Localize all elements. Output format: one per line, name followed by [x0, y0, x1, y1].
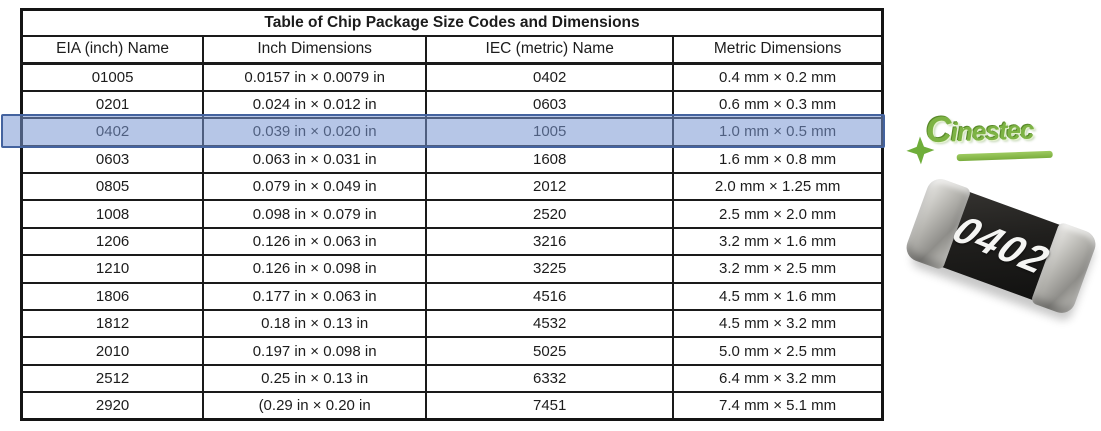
cell-iec-name: 6332	[425, 363, 675, 394]
table-title: Table of Chip Package Size Codes and Dim…	[20, 8, 884, 37]
cell-eia-name: 2512	[20, 363, 205, 394]
cell-iec-name: 2012	[425, 172, 675, 202]
cell-eia-name: 1008	[20, 199, 205, 229]
cinestec-logo: Cinestec	[909, 105, 1071, 167]
column-header-inch-dimensions: Inch Dimensions	[202, 34, 428, 65]
column-header-eia-name: EIA (inch) Name	[20, 34, 205, 65]
cell-inch-dimensions: 0.039 in × 0.020 in	[202, 117, 428, 147]
cell-metric-dimensions: 3.2 mm × 1.6 mm	[672, 226, 884, 257]
cell-inch-dimensions: 0.024 in × 0.012 in	[202, 89, 428, 120]
logo-wordmark: Cinestec	[925, 108, 1034, 151]
cell-eia-name: 01005	[20, 62, 205, 92]
table-row: 1206 0.126 in × 0.063 in 3216 3.2 mm × 1…	[20, 226, 884, 257]
table-row: 0201 0.024 in × 0.012 in 0603 0.6 mm × 0…	[20, 89, 884, 120]
cell-iec-name: 4516	[425, 281, 675, 312]
cell-eia-name: 0805	[20, 172, 205, 202]
cell-iec-name: 7451	[425, 391, 675, 421]
cell-inch-dimensions: 0.079 in × 0.049 in	[202, 172, 428, 202]
table-body: 01005 0.0157 in × 0.0079 in 0402 0.4 mm …	[20, 62, 884, 421]
cell-metric-dimensions: 1.6 mm × 0.8 mm	[672, 144, 884, 175]
logo-tagline-bar	[956, 150, 1053, 162]
cell-inch-dimensions: 0.25 in × 0.13 in	[202, 363, 428, 394]
cell-metric-dimensions: 3.2 mm × 2.5 mm	[672, 254, 884, 284]
cell-iec-name: 5025	[425, 336, 675, 366]
cell-iec-name: 3216	[425, 226, 675, 257]
cell-eia-name: 0201	[20, 89, 205, 120]
cell-metric-dimensions: 2.5 mm × 2.0 mm	[672, 199, 884, 229]
cell-eia-name: 2010	[20, 336, 205, 366]
cell-metric-dimensions: 5.0 mm × 2.5 mm	[672, 336, 884, 366]
cell-metric-dimensions: 6.4 mm × 3.2 mm	[672, 363, 884, 394]
table-row: 1210 0.126 in × 0.098 in 3225 3.2 mm × 2…	[20, 254, 884, 284]
cell-metric-dimensions: 4.5 mm × 1.6 mm	[672, 281, 884, 312]
cell-iec-name: 4532	[425, 309, 675, 339]
cell-eia-name: 1812	[20, 309, 205, 339]
chip-package-size-table: Table of Chip Package Size Codes and Dim…	[20, 8, 884, 422]
cell-inch-dimensions: (0.29 in × 0.20 in	[202, 391, 428, 421]
table-header-row: EIA (inch) Name Inch Dimensions IEC (met…	[20, 34, 884, 65]
table-row: 1812 0.18 in × 0.13 in 4532 4.5 mm × 3.2…	[20, 309, 884, 339]
cell-metric-dimensions: 0.4 mm × 0.2 mm	[672, 62, 884, 92]
cell-iec-name: 1005	[425, 117, 675, 147]
cell-eia-name: 0402	[20, 117, 205, 147]
cell-eia-name: 1206	[20, 226, 205, 257]
cell-metric-dimensions: 1.0 mm × 0.5 mm	[672, 117, 884, 147]
cell-eia-name: 0603	[20, 144, 205, 175]
cell-eia-name: 1210	[20, 254, 205, 284]
column-header-metric-dimensions: Metric Dimensions	[672, 34, 884, 65]
cell-iec-name: 1608	[425, 144, 675, 175]
table-title-row: Table of Chip Package Size Codes and Dim…	[20, 8, 884, 37]
cell-eia-name: 2920	[20, 391, 205, 421]
column-header-iec-name: IEC (metric) Name	[425, 34, 675, 65]
cell-eia-name: 1806	[20, 281, 205, 312]
cell-metric-dimensions: 2.0 mm × 1.25 mm	[672, 172, 884, 202]
chip-resistor-photo: 0402	[902, 175, 1100, 317]
table-row: 1806 0.177 in × 0.063 in 4516 4.5 mm × 1…	[20, 281, 884, 312]
cell-inch-dimensions: 0.197 in × 0.098 in	[202, 336, 428, 366]
cell-iec-name: 0603	[425, 89, 675, 120]
table-row: 1008 0.098 in × 0.079 in 2520 2.5 mm × 2…	[20, 199, 884, 229]
table-row: 0805 0.079 in × 0.049 in 2012 2.0 mm × 1…	[20, 172, 884, 202]
cell-inch-dimensions: 0.0157 in × 0.0079 in	[202, 62, 428, 92]
cell-inch-dimensions: 0.126 in × 0.098 in	[202, 254, 428, 284]
cell-inch-dimensions: 0.18 in × 0.13 in	[202, 309, 428, 339]
cell-iec-name: 3225	[425, 254, 675, 284]
cell-iec-name: 0402	[425, 62, 675, 92]
table-row: 2512 0.25 in × 0.13 in 6332 6.4 mm × 3.2…	[20, 363, 884, 394]
table-row: 0603 0.063 in × 0.031 in 1608 1.6 mm × 0…	[20, 144, 884, 175]
cell-metric-dimensions: 7.4 mm × 5.1 mm	[672, 391, 884, 421]
cell-inch-dimensions: 0.177 in × 0.063 in	[202, 281, 428, 312]
cell-inch-dimensions: 0.126 in × 0.063 in	[202, 226, 428, 257]
cell-metric-dimensions: 4.5 mm × 3.2 mm	[672, 309, 884, 339]
table-row: 2920 (0.29 in × 0.20 in 7451 7.4 mm × 5.…	[20, 391, 884, 421]
table-row: 2010 0.197 in × 0.098 in 5025 5.0 mm × 2…	[20, 336, 884, 366]
table-row: 01005 0.0157 in × 0.0079 in 0402 0.4 mm …	[20, 62, 884, 92]
chip-body: 0402	[902, 175, 1100, 317]
cell-inch-dimensions: 0.098 in × 0.079 in	[202, 199, 428, 229]
cell-iec-name: 2520	[425, 199, 675, 229]
cell-inch-dimensions: 0.063 in × 0.031 in	[202, 144, 428, 175]
cell-metric-dimensions: 0.6 mm × 0.3 mm	[672, 89, 884, 120]
table-row: 0402 0.039 in × 0.020 in 1005 1.0 mm × 0…	[20, 117, 884, 147]
